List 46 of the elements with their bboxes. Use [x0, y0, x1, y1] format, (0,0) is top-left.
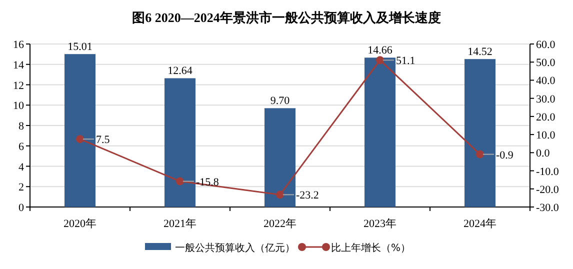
data-label: 12.64 [168, 65, 193, 78]
y-tick-label: 2 [18, 182, 24, 194]
data-label: -0.9 [496, 149, 514, 162]
data-label: -23.2 [296, 190, 319, 202]
y-tick-label: 6 [18, 140, 24, 153]
y2-tick-label: 0.0 [536, 148, 550, 160]
bar [464, 59, 496, 207]
y-tick-label: 16 [13, 39, 24, 51]
y-tick-label: 8 [18, 120, 24, 132]
x-tick-label: 2020年 [64, 218, 96, 230]
legend-label: 比上年增长（%） [331, 242, 411, 254]
bar [164, 78, 196, 207]
y2-tick-label: 10.0 [536, 130, 556, 142]
data-label: 15.01 [68, 41, 92, 54]
data-label: 9.70 [270, 95, 290, 108]
y2-tick-label: 50.0 [536, 57, 556, 70]
y2-tick-label: -10.0 [536, 166, 560, 178]
x-tick-label: 2022年 [264, 218, 296, 230]
x-tick-label: 2024年 [464, 218, 496, 230]
y-tick-label: 4 [18, 161, 24, 174]
point [276, 190, 284, 199]
bar [264, 108, 296, 207]
bar [64, 54, 96, 207]
y2-tick-label: -20.0 [536, 184, 560, 196]
legend-label: 一般公共预算收入（亿元） [175, 242, 295, 254]
y2-tick-label: 20.0 [536, 111, 556, 124]
y-tick-label: 0 [18, 202, 24, 214]
point [76, 135, 84, 144]
chart-title: 图6 2020—2024年景洪市一般公共预算收入及增长速度 [132, 10, 441, 25]
y2-tick-label: 30.0 [536, 93, 556, 106]
y2-tick-label: 40.0 [536, 75, 556, 88]
x-tick-label: 2021年 [164, 218, 196, 230]
y2-tick-label: -30.0 [536, 202, 560, 214]
point [176, 177, 184, 186]
point [376, 56, 384, 64]
y2-tick-label: 60.0 [536, 39, 556, 51]
x-tick-label: 2023年 [364, 218, 396, 230]
data-label: 14.52 [468, 46, 492, 58]
data-label: 51.1 [396, 55, 416, 68]
y-tick-label: 10 [13, 100, 24, 112]
bar [364, 58, 396, 207]
y-tick-label: 12 [13, 80, 24, 92]
data-label: 7.5 [96, 134, 110, 146]
point [476, 150, 484, 158]
y-tick-label: 14 [13, 59, 24, 72]
data-label: 14.66 [368, 44, 393, 57]
